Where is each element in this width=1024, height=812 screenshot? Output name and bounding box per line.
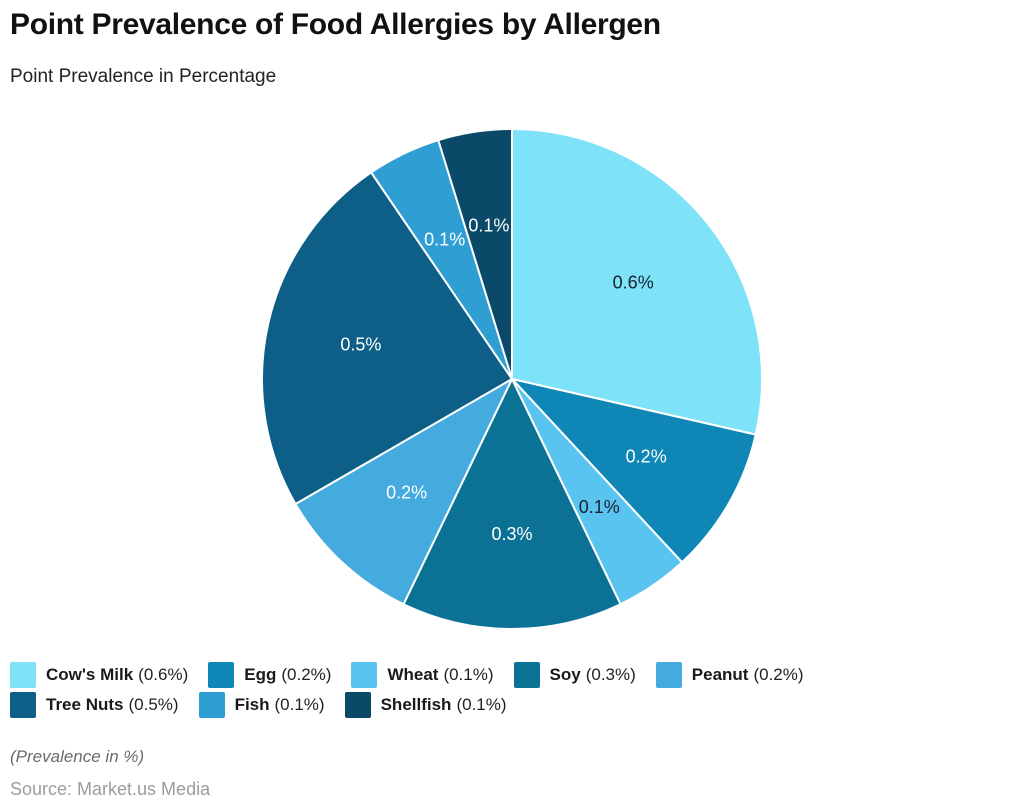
legend-name: Tree Nuts [46,695,124,714]
legend-label: Cow's Milk (0.6%) [46,665,188,685]
slice-value-label-peanut: 0.2% [386,483,427,503]
legend-name: Fish [234,695,270,714]
chart-subtitle: Point Prevalence in Percentage [10,66,277,87]
pie-slice-egg [511,378,757,564]
legend-item-shellfish: Shellfish (0.1%) [344,692,507,718]
legend-name: Wheat [387,665,439,684]
legend-name: Soy [549,665,581,684]
legend-row-1: Cow's Milk (0.6%) Egg (0.2%) Wheat (0.1%) Soy(… [10,662,1014,688]
legend: Cow's Milk (0.6%) Egg (0.2%) Wheat (0.1%) Soy(… [10,662,1014,718]
legend-item-egg: Egg (0.2%) [208,662,331,688]
legend-swatch-shellfish [344,692,371,718]
legend-item-soy: Soy (0.3%) [513,662,636,688]
legend-label: Tree Nuts (0.5%) [46,695,179,715]
chart-title: Point Prevalence of Food Allergies by Al… [10,8,661,41]
legend-value: (0.1%) [443,665,494,684]
legend-label: Soy (0.3%) [550,665,636,685]
legend-value: (0.3%) [585,665,636,684]
legend-label: Wheat (0.1%) [387,665,493,685]
legend-swatch-peanut [655,662,682,688]
slice-value-label-soy: 0.3% [491,524,532,544]
legend-value: (0.6%) [138,665,189,684]
legend-swatch-wheat [351,662,378,688]
legend-swatch-soy [513,662,540,688]
pie-chart: 0.6%0.2%0.1%0.3%0.2%0.5%0.1%0.1% [261,128,763,630]
legend-value: (0.2%) [753,665,804,684]
source-credit: Source: Market.us Media [10,779,211,799]
legend-item-wheat: Wheat (0.1%) [351,662,494,688]
legend-value: (0.2%) [281,665,332,684]
legend-name: Cow's Milk [46,665,134,684]
pie-slice-shellfish [437,128,513,380]
legend-name: Shellfish [380,695,452,714]
legend-item-peanut: Peanut (0.2%) [655,662,804,688]
slice-value-label-fish: 0.1% [424,229,465,249]
legend-row-2: Tree Nuts (0.5%) Fish (0.1%) Shellfish (0.1%) [10,692,1014,718]
slice-value-label-cow-s-milk: 0.6% [613,272,654,292]
legend-swatch-cow-s-milk [10,662,36,688]
legend-swatch-tree-nuts [10,692,36,718]
legend-swatch-egg [208,662,235,688]
legend-label: Peanut (0.2%) [692,665,804,685]
slice-value-label-shellfish: 0.1% [468,216,509,236]
legend-label: Egg (0.2%) [244,665,331,685]
legend-value: (0.1%) [274,695,325,714]
legend-value: (0.5%) [128,695,179,714]
slice-value-label-wheat: 0.1% [579,497,620,517]
slice-value-label-egg: 0.2% [626,447,667,467]
footnote: (Prevalence in %) [10,747,145,766]
pie-slice-tree-nuts [261,171,513,505]
pie-slice-cow-s-milk [511,128,763,436]
legend-item-fish: Fish (0.1%) [198,692,325,718]
legend-item-tree-nuts: Tree Nuts (0.5%) [10,692,179,718]
legend-label: Fish (0.1%) [235,695,325,715]
legend-name: Peanut [691,665,749,684]
legend-swatch-fish [198,692,225,718]
legend-item-cow-s-milk: Cow's Milk (0.6%) [10,662,188,688]
legend-value: (0.1%) [456,695,507,714]
legend-name: Egg [244,665,277,684]
pie-slice-soy [402,378,622,630]
slice-value-label-tree-nuts: 0.5% [340,335,381,355]
pie-slice-peanut [294,378,513,606]
legend-label: Shellfish (0.1%) [381,695,507,715]
